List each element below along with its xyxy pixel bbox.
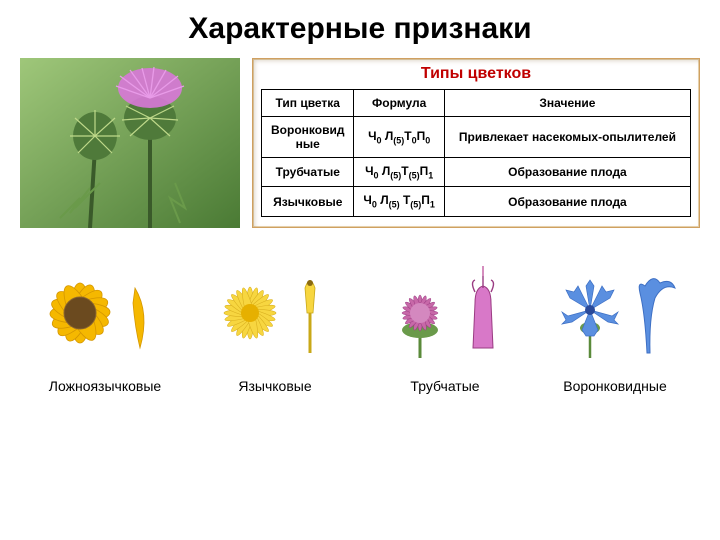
cell-type: Воронковидные xyxy=(262,117,354,158)
flower-item-ligulate: Язычковые xyxy=(195,258,355,394)
thistle-photo xyxy=(20,58,240,228)
sunflower-icon xyxy=(35,258,175,368)
flower-label: Ложноязычковые xyxy=(49,372,161,394)
flower-item-tubular: Трубчатые xyxy=(365,258,525,394)
cell-meaning: Образование плода xyxy=(444,158,690,187)
main-content-row: Типы цветков Тип цветка Формула Значение… xyxy=(0,52,720,228)
cell-type: Трубчатые xyxy=(262,158,354,187)
flower-label: Воронковидные xyxy=(563,372,667,394)
table-row: ТрубчатыеЧ0 Л(5)Т(5)П1Образование плода xyxy=(262,158,691,187)
flower-label: Язычковые xyxy=(238,372,311,394)
table-row: ВоронковидныеЧ0 Л(5)Т0П0Привлекает насек… xyxy=(262,117,691,158)
col-type: Тип цветка xyxy=(262,90,354,117)
dandelion-icon xyxy=(205,258,345,368)
flower-types-table: Тип цветка Формула Значение Воронковидны… xyxy=(261,89,691,217)
cell-formula: Ч0 Л(5)Т(5)П1 xyxy=(354,158,444,187)
cell-type: Язычковые xyxy=(262,187,354,216)
page-title: Характерные признаки xyxy=(0,0,720,52)
cell-formula: Ч0 Л(5)Т0П0 xyxy=(354,117,444,158)
cell-meaning: Привлекает насекомых-опылителей xyxy=(444,117,690,158)
table-title: Типы цветков xyxy=(261,63,691,89)
flower-illustrations-row: Ложноязычковые Язычковые xyxy=(0,228,720,398)
flower-item-funnel: Воронковидные xyxy=(535,258,695,394)
cornflower-icon xyxy=(545,258,685,368)
flower-types-table-panel: Типы цветков Тип цветка Формула Значение… xyxy=(252,58,700,228)
table-row: ЯзычковыеЧ0 Л(5) Т(5)П1Образование плода xyxy=(262,187,691,216)
col-meaning: Значение xyxy=(444,90,690,117)
cell-formula: Ч0 Л(5) Т(5)П1 xyxy=(354,187,444,216)
flower-label: Трубчатые xyxy=(410,372,479,394)
cell-meaning: Образование плода xyxy=(444,187,690,216)
tubular-flower-icon xyxy=(375,258,515,368)
flower-item-pseudoligulate: Ложноязычковые xyxy=(25,258,185,394)
col-formula: Формула xyxy=(354,90,444,117)
